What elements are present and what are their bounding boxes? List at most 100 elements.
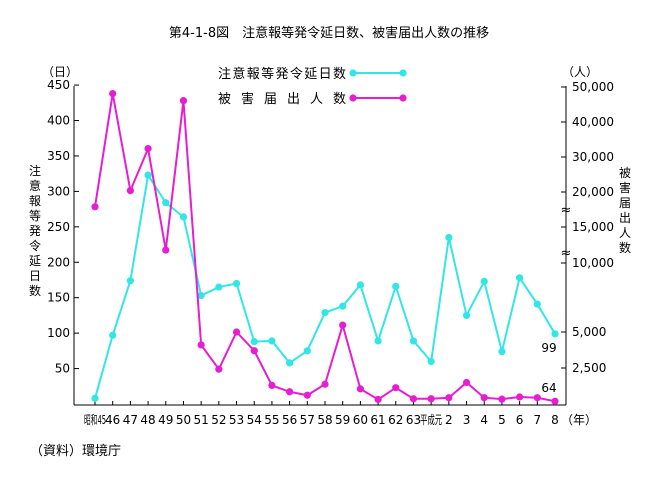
series-point-victims bbox=[303, 391, 311, 399]
series-point-days bbox=[356, 281, 364, 289]
x-tick-label: 59 bbox=[335, 413, 350, 427]
series-point-days bbox=[197, 291, 205, 300]
series-point-victims bbox=[374, 395, 382, 404]
series-point-victims bbox=[516, 393, 524, 401]
series-point-days bbox=[126, 277, 134, 285]
series-point-victims bbox=[286, 388, 294, 396]
series-point-days bbox=[91, 394, 99, 402]
series-point-victims bbox=[250, 347, 258, 355]
x-tick-label: 平成元 bbox=[420, 413, 442, 427]
series-point-victims bbox=[339, 321, 347, 329]
series-point-days bbox=[498, 347, 506, 356]
left-tick-label: 50 bbox=[55, 362, 70, 376]
x-axis-unit: （年） bbox=[561, 413, 597, 427]
left-axis-unit: （日） bbox=[42, 65, 79, 79]
x-tick-label: 51 bbox=[194, 413, 209, 427]
left-tick-label: 200 bbox=[47, 255, 70, 269]
left-tick-label: 100 bbox=[47, 326, 70, 340]
series-line-days bbox=[94, 172, 556, 399]
series-point-victims bbox=[179, 97, 188, 105]
series-point-victims bbox=[551, 397, 559, 405]
x-tick-label: 62 bbox=[388, 413, 403, 427]
left-tick-label: 450 bbox=[47, 78, 70, 92]
axis-break-mark: ≈ bbox=[561, 246, 572, 261]
legend-label-victims: 被害届出人数 bbox=[218, 91, 346, 107]
series-point-days bbox=[286, 359, 294, 367]
series-point-days bbox=[250, 338, 258, 346]
series-point-days bbox=[392, 282, 400, 290]
right-tick-label: 50,000 bbox=[572, 80, 614, 94]
axis-break-mark: ≈ bbox=[561, 203, 572, 218]
right-tick-label: 15,000 bbox=[572, 220, 614, 234]
left-tick-label: 400 bbox=[47, 114, 70, 128]
series-point-victims bbox=[427, 395, 435, 403]
x-tick-label: 56 bbox=[282, 413, 297, 427]
right-tick-label: 2,500 bbox=[572, 361, 606, 375]
data-label-victims-end: 64 bbox=[541, 381, 556, 395]
x-tick-label: 昭和45 bbox=[84, 413, 106, 427]
left-tick-label: 150 bbox=[47, 291, 70, 305]
series-point-victims bbox=[232, 328, 241, 336]
x-tick-label: 58 bbox=[317, 413, 332, 427]
series-point-victims bbox=[392, 384, 400, 392]
right-tick-label: 10,000 bbox=[572, 256, 614, 270]
x-tick-label: 46 bbox=[105, 413, 120, 427]
series-point-victims bbox=[126, 187, 134, 195]
series-point-victims bbox=[321, 380, 329, 388]
series-point-days bbox=[268, 337, 276, 345]
series-point-days bbox=[409, 337, 418, 345]
x-tick-label: 63 bbox=[406, 413, 421, 427]
legend-marker-victims bbox=[399, 94, 407, 102]
chart-title: 第4-1-8図 注意報等発令延日数、被害届出人数の推移 bbox=[168, 26, 490, 41]
x-tick-label: 53 bbox=[229, 413, 244, 427]
series-point-days bbox=[303, 347, 311, 355]
right-tick-label: 20,000 bbox=[572, 185, 614, 199]
series-point-days bbox=[144, 171, 152, 179]
x-tick-label: 5 bbox=[498, 413, 506, 427]
series-point-days bbox=[533, 300, 541, 308]
legend-marker-days bbox=[349, 69, 357, 77]
series-point-days bbox=[445, 233, 453, 242]
series-point-days bbox=[516, 274, 524, 282]
series-point-days bbox=[374, 337, 382, 345]
x-tick-label: 48 bbox=[140, 413, 155, 427]
right-axis-unit: （人） bbox=[562, 65, 599, 79]
x-tick-label: 47 bbox=[123, 413, 138, 427]
x-tick-label: 49 bbox=[158, 413, 173, 427]
right-tick-label: 40,000 bbox=[572, 115, 614, 129]
x-tick-label: 54 bbox=[247, 413, 262, 427]
series-point-victims bbox=[197, 341, 205, 349]
right-tick-label: 5,000 bbox=[572, 325, 606, 339]
series-point-days bbox=[232, 279, 241, 288]
right-axis-label: 被害届出人数 bbox=[618, 166, 631, 255]
left-axis-label: 注意報等発令延日数 bbox=[28, 164, 41, 298]
legend-marker-victims bbox=[349, 94, 357, 102]
legend-label-days: 注意報等発令延日数 bbox=[218, 66, 346, 82]
series-point-victims bbox=[268, 381, 276, 389]
series-point-days bbox=[480, 277, 488, 285]
x-tick-label: 52 bbox=[211, 413, 226, 427]
x-tick-label: 3 bbox=[463, 413, 471, 427]
series-point-victims bbox=[498, 395, 506, 403]
series-point-days bbox=[162, 199, 170, 207]
series-point-days bbox=[321, 308, 329, 317]
series-point-victims bbox=[409, 395, 418, 403]
x-tick-label: 57 bbox=[300, 413, 315, 427]
axes: 501001502002503003504004502,5005,00010,0… bbox=[47, 78, 614, 427]
x-tick-label: 61 bbox=[370, 413, 385, 427]
legend-marker-days bbox=[399, 69, 407, 77]
x-tick-label: 4 bbox=[480, 413, 488, 427]
x-tick-label: 60 bbox=[353, 413, 368, 427]
x-tick-label: 2 bbox=[445, 413, 453, 427]
series-point-victims bbox=[144, 145, 152, 153]
series-point-days bbox=[339, 302, 347, 310]
left-tick-label: 250 bbox=[47, 220, 70, 234]
x-tick-label: 6 bbox=[516, 413, 524, 427]
series-point-days bbox=[462, 311, 471, 320]
series-point-victims bbox=[462, 378, 471, 387]
right-tick-label: 30,000 bbox=[572, 150, 614, 164]
series-point-days bbox=[427, 357, 435, 366]
left-tick-label: 350 bbox=[47, 149, 70, 163]
